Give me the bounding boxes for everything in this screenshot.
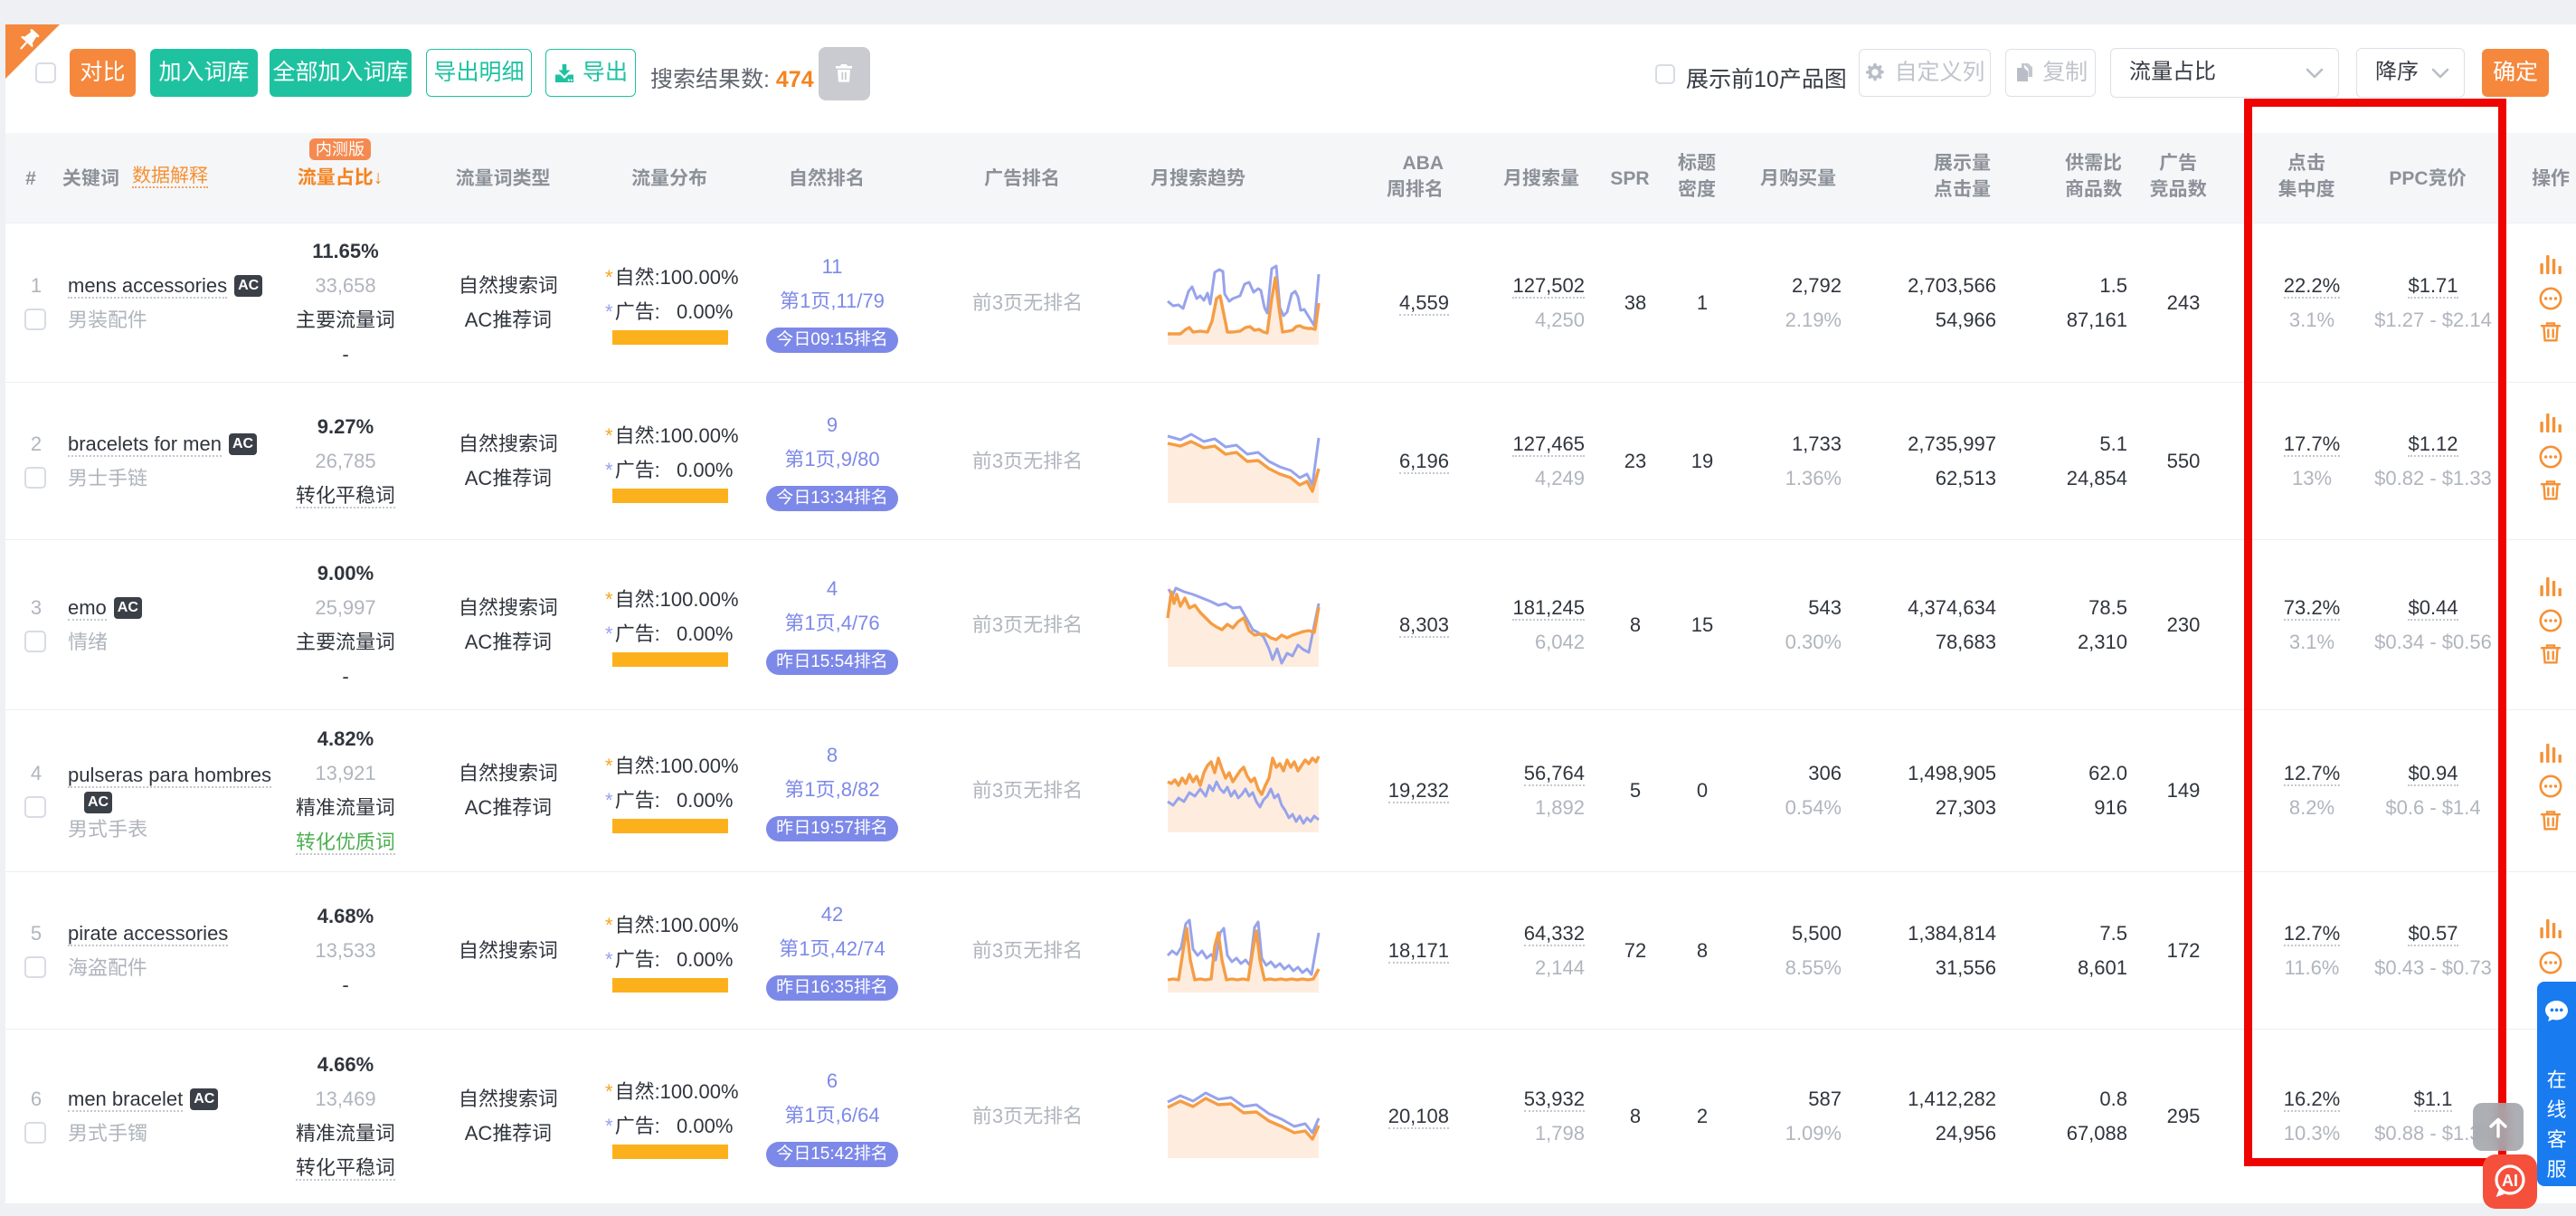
svg-text:AI: AI xyxy=(2502,1172,2518,1190)
